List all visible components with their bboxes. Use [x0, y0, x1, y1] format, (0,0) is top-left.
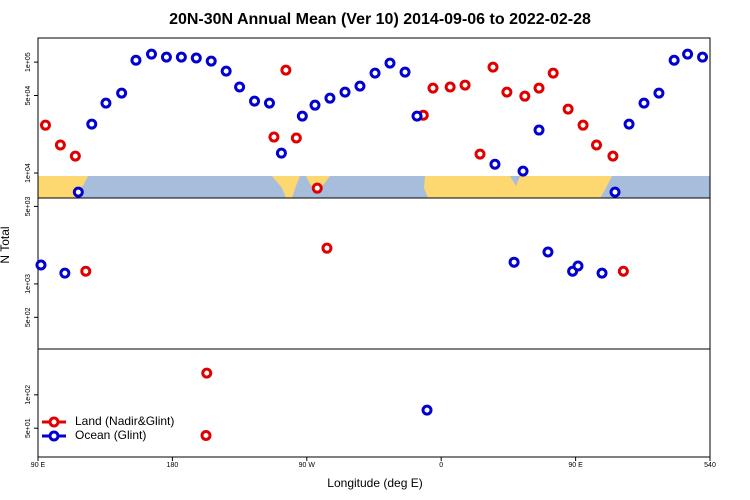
data-point [519, 90, 531, 102]
data-point [220, 65, 232, 77]
chart-title: 20N-30N Annual Mean (Ver 10) 2014-09-06 … [169, 11, 591, 28]
data-point [411, 110, 423, 122]
data-point [309, 99, 321, 111]
data-point [533, 82, 545, 94]
data-point [638, 97, 650, 109]
data-point [542, 246, 554, 258]
x-tick-label: 90 W [299, 462, 316, 469]
y-tick-label: 5e+03 [25, 196, 32, 216]
y-tick-label: 1e+04 [25, 163, 32, 183]
data-point [547, 67, 559, 79]
data-point [562, 103, 574, 115]
data-point [517, 165, 529, 177]
data-point [384, 57, 396, 69]
data-point [249, 95, 261, 107]
data-point [54, 139, 66, 151]
y-tick-label: 1e+02 [25, 385, 32, 405]
x-tick-label: 540 [704, 462, 716, 469]
data-point [263, 97, 275, 109]
data-point [591, 139, 603, 151]
data-point [59, 267, 71, 279]
data-point [474, 148, 486, 160]
data-point [324, 92, 336, 104]
map-strip [38, 176, 710, 198]
legend-label: Land (Nadir&Glint) [75, 414, 174, 428]
data-point [577, 119, 589, 131]
y-tick-label: 1e+03 [25, 274, 32, 294]
y-tick-label: 5e+01 [25, 418, 32, 438]
data-point [617, 265, 629, 277]
data-point [427, 82, 439, 94]
x-tick-label: 180 [167, 462, 179, 469]
data-point [339, 86, 351, 98]
data-point [444, 81, 456, 93]
data-point [596, 267, 608, 279]
legend-marker [48, 416, 60, 428]
data-point [35, 259, 47, 271]
data-point [369, 67, 381, 79]
data-point [175, 51, 187, 63]
x-tick-label: 90 E [31, 462, 46, 469]
data-point [399, 66, 411, 78]
x-axis-label: Longitude (deg E) [327, 476, 422, 490]
data-point [280, 64, 292, 76]
data-point [572, 260, 584, 272]
data-point [296, 110, 308, 122]
data-point [72, 186, 84, 198]
data-point [116, 87, 128, 99]
data-point [145, 48, 157, 60]
x-tick-label: 0 [439, 462, 443, 469]
data-point [39, 119, 51, 131]
data-point [533, 124, 545, 136]
data-point [321, 242, 333, 254]
data-point [421, 404, 433, 416]
data-point [668, 54, 680, 66]
x-tick-label: 90 E [568, 462, 583, 469]
data-point [354, 80, 366, 92]
data-point [275, 147, 287, 159]
data-point [100, 97, 112, 109]
plot-frame [37, 37, 711, 458]
data-point [682, 48, 694, 60]
data-point [190, 52, 202, 64]
data-point [459, 79, 471, 91]
legend-marker [48, 430, 60, 442]
data-point [130, 54, 142, 66]
data-point [234, 81, 246, 93]
data-point [489, 158, 501, 170]
data-point [69, 150, 81, 162]
data-point [86, 118, 98, 130]
data-point [80, 265, 92, 277]
data-point [697, 51, 709, 63]
legend-label: Ocean (Glint) [75, 428, 146, 442]
data-point [160, 51, 172, 63]
data-point [501, 86, 513, 98]
data-point [487, 61, 499, 73]
data-point [607, 150, 619, 162]
data-point [623, 118, 635, 130]
data-point [508, 256, 520, 268]
y-tick-label: 5e+02 [25, 307, 32, 327]
y-axis-label: N Total [0, 226, 12, 263]
y-tick-label: 1e+05 [25, 52, 32, 72]
data-point [311, 182, 323, 194]
data-point [653, 87, 665, 99]
data-point [205, 55, 217, 67]
data-point [268, 131, 280, 143]
data-point [609, 186, 621, 198]
data-point [200, 429, 212, 441]
data-point [290, 132, 302, 144]
y-tick-label: 5e+04 [25, 86, 32, 106]
data-point [201, 367, 213, 379]
